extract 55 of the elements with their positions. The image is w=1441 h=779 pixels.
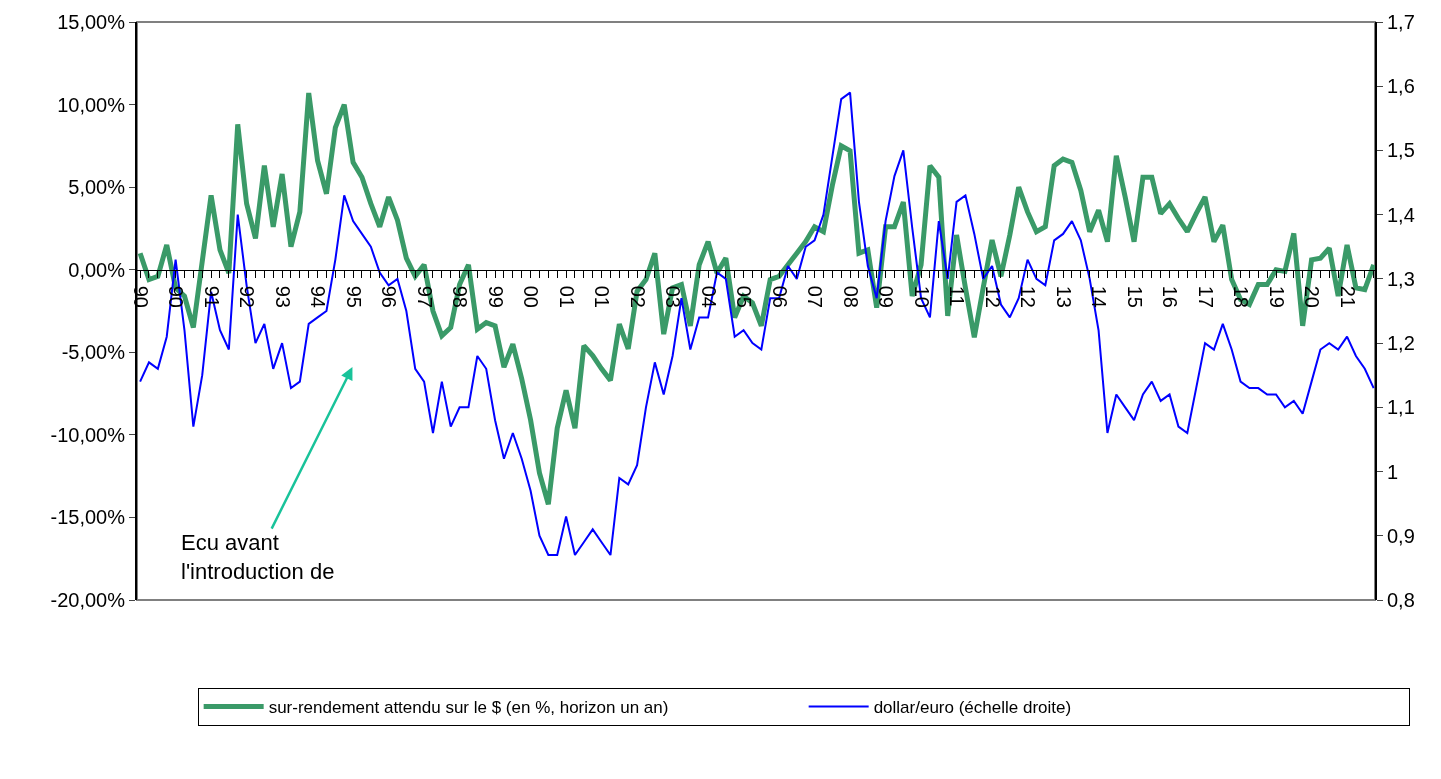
x-tick-label: 95: [342, 285, 365, 308]
y-tick-label: 15,00%: [57, 11, 126, 33]
y-tick-label: -10,00%: [50, 423, 126, 446]
x-tick-label: 19: [1265, 285, 1288, 308]
x-tick-label: 90: [165, 285, 188, 308]
x-tick-label: 97: [413, 285, 436, 308]
y-tick-label: 0,00%: [68, 258, 126, 281]
y2-tick-label: 1,3: [1387, 267, 1415, 290]
x-tick-label: 96: [378, 285, 401, 308]
x-tick-label: 06: [768, 285, 791, 308]
x-tick-label: 91: [200, 285, 223, 308]
x-tick-label: 12: [1017, 285, 1040, 308]
x-tick-label: 99: [484, 285, 507, 308]
y2-tick-label: 1: [1387, 460, 1399, 483]
x-tick-label: 93: [271, 285, 294, 308]
x-tick-label: 03: [662, 285, 685, 308]
y-tick-label: -5,00%: [61, 341, 126, 364]
x-tick-label: 98: [449, 285, 472, 308]
y2-tick-label: 1,6: [1387, 75, 1415, 98]
y2-tick-label: 0,8: [1387, 589, 1415, 611]
x-tick-label: 08: [839, 285, 862, 308]
legend-label: dollar/euro (échelle droite): [873, 698, 1072, 718]
y2-tick-label: 1,7: [1387, 11, 1415, 33]
x-tick-label: 01: [555, 285, 578, 308]
x-tick-label: 16: [1159, 285, 1182, 308]
x-tick-label: 94: [307, 285, 330, 308]
x-tick-label: 21: [1336, 285, 1359, 308]
x-tick-label: 07: [804, 285, 827, 308]
annotation: Ecu avant l'introduction de: [181, 530, 335, 584]
x-tick-label: 10: [910, 285, 933, 308]
y2-tick-label: 1,5: [1387, 139, 1415, 162]
y2-tick-label: 1,2: [1387, 332, 1415, 355]
x-tick-label: 02: [626, 285, 649, 308]
x-tick-label: 13: [1052, 285, 1075, 308]
x-tick-label: 17: [1194, 285, 1217, 308]
x-tick-label: 15: [1123, 285, 1146, 308]
x-tick-label: 00: [520, 285, 543, 308]
y-tick-label: 5,00%: [68, 176, 126, 199]
y2-tick-label: 1,4: [1387, 203, 1415, 226]
x-tick-label: 04: [697, 285, 720, 308]
y-tick-label: -15,00%: [50, 506, 126, 529]
x-tick-label: 11: [946, 285, 969, 307]
y-tick-label: -20,00%: [50, 589, 126, 611]
x-tick-label: 09: [875, 285, 898, 308]
x-tick-label: 20: [1301, 285, 1324, 308]
x-tick-label: 18: [1230, 285, 1253, 308]
y-tick-label: 10,00%: [57, 93, 126, 116]
y2-tick-label: 1,1: [1387, 396, 1415, 419]
x-tick-label: 05: [733, 285, 756, 308]
legend-label: sur-rendement attendu sur le $ (en %, horizon un an): [268, 698, 669, 718]
x-tick-label: 12: [981, 285, 1004, 308]
y2-tick-label: 0,9: [1387, 524, 1415, 547]
x-tick-label: 14: [1088, 285, 1111, 308]
x-tick-label: 01: [591, 285, 614, 308]
x-tick-label: 92: [236, 285, 259, 308]
